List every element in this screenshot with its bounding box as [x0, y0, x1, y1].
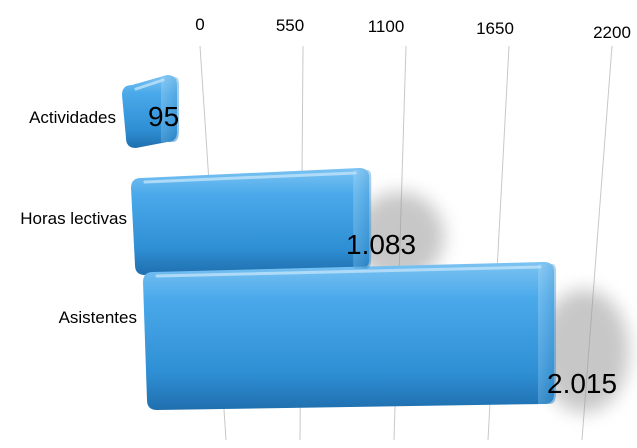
category-label-horas-lectivas: Horas lectivas: [20, 209, 127, 228]
bar-cap-asistentes: [538, 264, 557, 404]
bar-highlight-2: [155, 265, 542, 278]
category-labels: Actividades Horas lectivas Asistentes: [20, 108, 137, 327]
bar-asistentes: [143, 262, 555, 410]
bar-highlights: [134, 78, 542, 278]
value-labels: 95 1.083 2.015: [148, 101, 617, 399]
tick-label-0: 0: [195, 15, 204, 34]
bar-cap-horas-lectivas: [353, 170, 372, 269]
value-label-actividades: 95: [148, 101, 179, 132]
tick-label-3: 1650: [476, 19, 514, 38]
tick-label-2: 1100: [368, 17, 405, 36]
bar-horas-lectivas: [131, 168, 370, 275]
bar-shadow-1: [354, 191, 445, 282]
bar-highlight-0: [134, 78, 165, 91]
bar-caps: [161, 77, 557, 404]
bar-shadows: [354, 191, 630, 413]
category-label-actividades: Actividades: [29, 108, 116, 127]
bar-shadow-2: [539, 289, 630, 413]
tick-label-4: 2200: [593, 23, 631, 42]
bar-cap-actividades: [161, 77, 179, 142]
category-label-asistentes: Asistentes: [59, 308, 137, 327]
value-label-horas-lectivas: 1.083: [346, 229, 416, 260]
bar-highlight-1: [143, 171, 357, 184]
value-label-asistentes: 2.015: [547, 368, 617, 399]
x-axis-ticks: 0 550 1100 1650 2200: [195, 15, 631, 42]
bars: [122, 75, 555, 410]
tick-label-1: 550: [276, 16, 304, 35]
